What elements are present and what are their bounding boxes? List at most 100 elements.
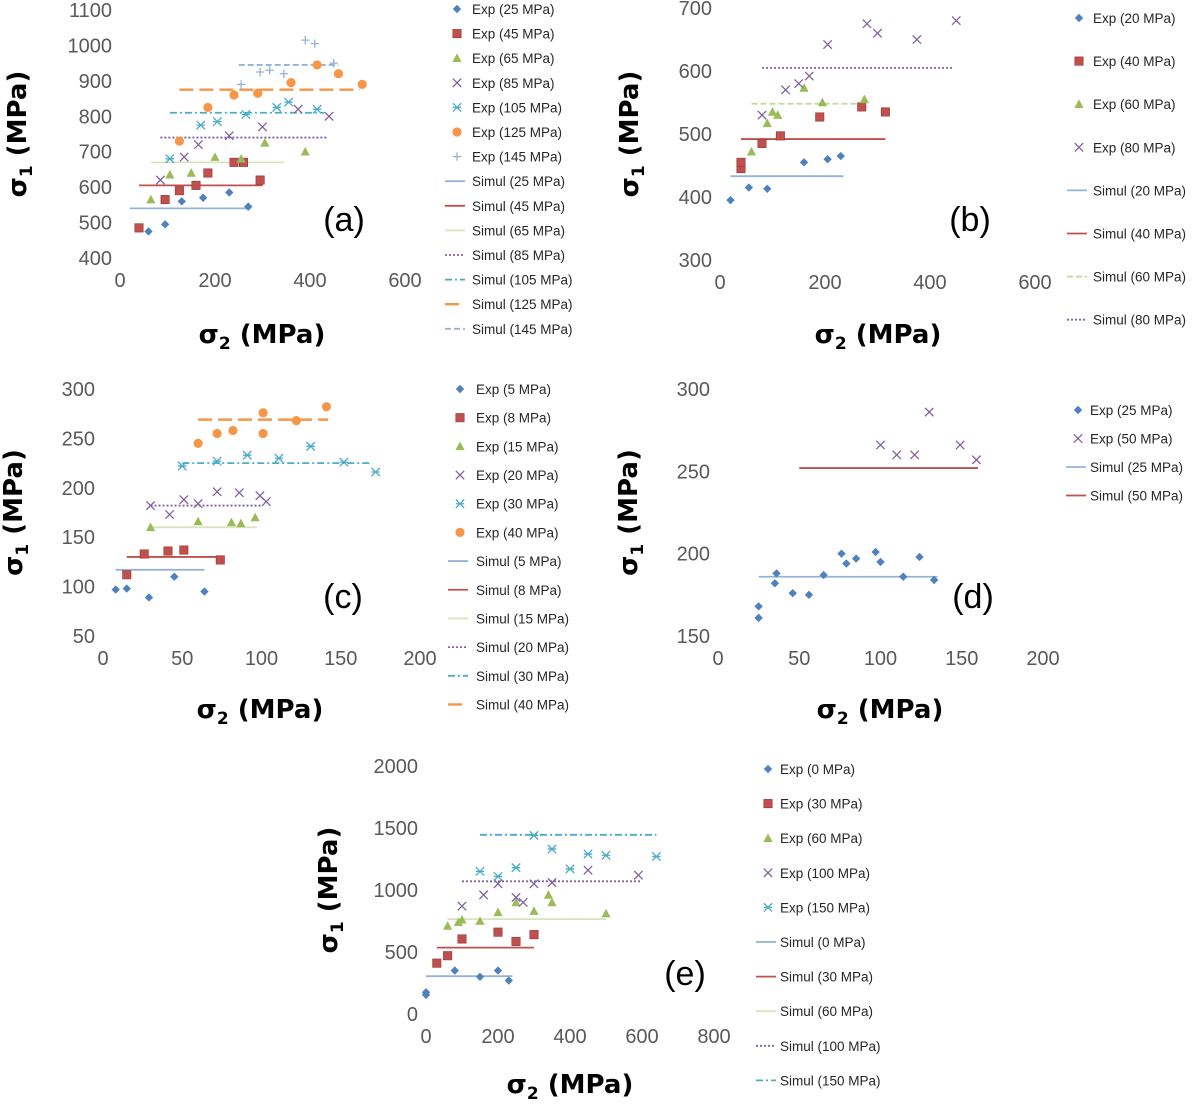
data-point [196,120,206,130]
data-point [236,80,246,89]
data-point [210,152,220,161]
legend-entry: Simul (145 MPa) [472,322,573,337]
data-point [794,78,804,89]
legend-entry: Simul (8 MPa) [476,583,562,598]
data-point [260,138,270,147]
data-point [261,496,271,507]
x-tick-label: 400 [293,270,326,292]
y-tick-label: 200 [677,544,710,566]
panel-label: (b) [949,201,991,239]
legend-entry: Exp (20 MPa) [476,468,559,483]
data-point [146,194,156,204]
chart-panel-a: 400 500 600 700 800 900 1000 1100 0 200 400 600 σ1 (… [3,0,573,354]
data-point [443,921,453,930]
x-axis-title: σ2 (MPa) [815,320,942,354]
data-point [236,154,246,163]
data-point [443,951,453,961]
data-point [244,202,253,211]
data-point [504,976,513,985]
y-tick-label: 300 [677,379,710,401]
data-point [763,184,772,194]
x-tick-label: 400 [553,1026,586,1048]
legend-entry: Simul (50 MPa) [1090,489,1183,504]
data-point [155,175,166,185]
y-tick-label: 600 [79,177,112,199]
legend: Exp (0 MPa) Exp (30 MPa) Exp (60 MPa) Exp (… [756,762,881,1088]
y-tick-label: 500 [679,124,712,146]
legend: Exp (5 MPa) Exp (8 MPa) Exp (15 MPa) Exp (2… [448,382,569,712]
data-point [228,425,238,436]
data-point [475,972,485,981]
y-axis-title: σ1 (MPa) [314,827,348,954]
data-point [333,69,344,79]
x-tick-label: 200 [1026,648,1059,670]
data-point [200,587,209,596]
data-point [225,188,234,197]
data-point [493,927,503,937]
data-point [493,879,503,889]
legend-entry: Simul (0 MPa) [780,935,866,950]
data-point [493,966,503,975]
legend-marker [455,470,465,480]
panel-label: (a) [323,201,365,239]
legend-entry: Simul (20 MPa) [1093,183,1186,198]
data-point [929,575,939,585]
data-point [493,871,503,882]
data-point [174,186,184,196]
legend-marker [455,441,465,451]
data-point [134,223,144,233]
data-point [876,557,885,567]
data-point [915,552,924,562]
y-tick-label: 250 [62,428,95,450]
y-tick-label: 400 [679,187,712,209]
chart-panel-d: 150 200 250 300 0 50 100 150 200 σ1 (MPa) σ2 (MPa)… [614,379,1183,729]
legend-entry: Simul (5 MPa) [476,554,562,569]
data-point [212,456,222,466]
data-point [951,15,961,26]
data-point [144,593,154,602]
data-point [799,158,809,167]
legend-marker [455,527,465,538]
legend-entry: Simul (60 MPa) [780,1004,873,1019]
data-point [321,402,332,412]
x-tick-label: 0 [712,648,723,670]
data-point [511,936,521,946]
legend-entry: Exp (25 MPa) [472,2,555,17]
legend-entry: Exp (145 MPa) [472,150,562,165]
legend-entry: Exp (150 MPa) [780,900,870,915]
legend-marker [763,868,773,878]
data-point [773,110,783,119]
data-point [305,441,316,451]
data-point [909,450,920,460]
data-point [511,892,521,903]
legend-entry: Simul (85 MPa) [472,248,565,263]
data-point [203,168,213,178]
data-point [565,864,575,874]
data-point [478,890,489,900]
x-tick-label: 0 [114,270,125,292]
x-tick-label: 600 [1018,272,1051,294]
data-point [971,455,982,465]
legend-entry: Simul (60 MPa) [1093,270,1186,285]
data-point [511,863,521,873]
data-point [258,408,268,418]
y-axis-title: σ1 (MPa) [3,71,37,198]
legend-entry: Simul (150 MPa) [780,1073,881,1088]
x-axis-title: σ2 (MPa) [197,695,324,729]
data-point [511,897,521,907]
data-point [229,90,239,100]
x-tick-label: 400 [913,272,946,294]
data-point [257,122,268,132]
data-point [122,584,131,593]
legend-entry: Simul (25 MPa) [1090,460,1183,475]
legend-entry: Exp (125 MPa) [472,125,562,140]
legend-entry: Simul (100 MPa) [780,1039,881,1054]
data-point [145,500,156,511]
legend-marker [452,53,462,62]
data-point [432,958,442,968]
legend-entry: Exp (15 MPa) [476,439,559,454]
x-axis-title: σ2 (MPa) [199,320,326,354]
legend-marker [455,413,465,423]
x-tick-label: 100 [864,648,897,670]
legend: Exp (25 MPa) Exp (50 MPa) Simul (25 MPa) Si… [1066,403,1183,504]
